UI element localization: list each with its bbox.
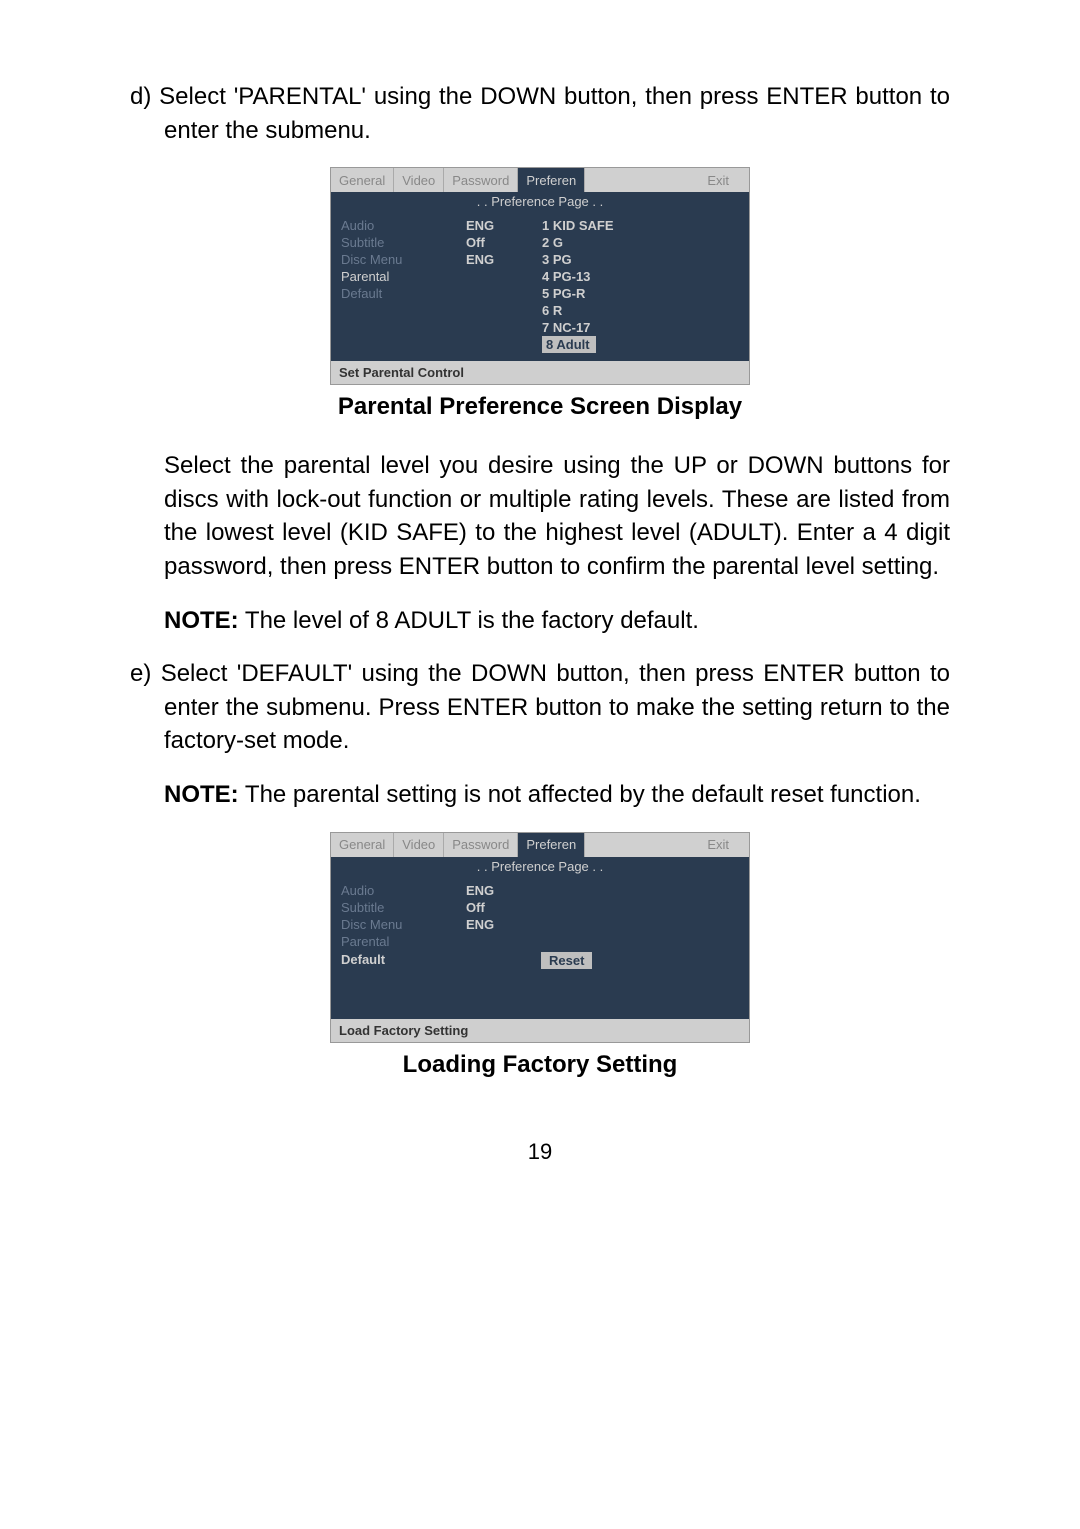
rating-1: 1 KID SAFE [542, 217, 749, 234]
menu-body-2: Audio Subtitle Disc Menu Parental ENG Of… [331, 876, 749, 952]
tab-general: General [331, 168, 394, 192]
mid2-eng2: ENG [466, 916, 536, 933]
mid-eng1: ENG [466, 217, 536, 234]
note-2: NOTE: The parental setting is not affect… [130, 778, 950, 812]
note2-text: The parental setting is not affected by … [239, 781, 921, 808]
tab2-exit: Exit [699, 833, 749, 857]
tab2-password: Password [444, 833, 518, 857]
step-d: d) Select 'PARENTAL' using the DOWN butt… [130, 80, 950, 147]
menu-mid-2: ENG Off ENG [466, 876, 536, 952]
mid2-off: Off [466, 899, 536, 916]
menu-left-2: Audio Subtitle Disc Menu Parental [331, 876, 466, 952]
menu-body-1: Audio Subtitle Disc Menu Parental Defaul… [331, 211, 749, 361]
status-bar-2: Load Factory Setting [331, 1019, 749, 1042]
tab-password: Password [444, 168, 518, 192]
rating-6: 6 R [542, 302, 749, 319]
left2-parental: Parental [341, 933, 466, 950]
tabs-row-2: General Video Password Preferen Exit [331, 833, 749, 857]
menu-right-1: 1 KID SAFE 2 G 3 PG 4 PG-13 5 PG-R 6 R 7… [536, 211, 749, 361]
screenshot-2: General Video Password Preferen Exit . .… [330, 832, 750, 1043]
tab2-general: General [331, 833, 394, 857]
step-d-text: Select 'PARENTAL' using the DOWN button,… [159, 83, 950, 144]
tabs-row-1: General Video Password Preferen Exit [331, 168, 749, 192]
left2-subtitle: Subtitle [341, 899, 466, 916]
left-audio: Audio [341, 217, 466, 234]
left-discmenu: Disc Menu [341, 251, 466, 268]
note2-label: NOTE: [164, 781, 239, 808]
tab-video: Video [394, 168, 444, 192]
left2-audio: Audio [341, 882, 466, 899]
status-bar-1: Set Parental Control [331, 361, 749, 384]
step-e-letter: e) [130, 660, 151, 687]
tab-preferen: Preferen [518, 168, 585, 192]
caption-2: Loading Factory Setting [130, 1051, 950, 1079]
left-default: Default [341, 285, 466, 302]
mid2-eng1: ENG [466, 882, 536, 899]
tab2-preferen: Preferen [518, 833, 585, 857]
rating-5: 5 PG-R [542, 285, 749, 302]
screenshot-1: General Video Password Preferen Exit . .… [330, 167, 750, 385]
menu-mid-1: ENG Off ENG [466, 211, 536, 361]
rating-3: 3 PG [542, 251, 749, 268]
screenshot-1-wrap: General Video Password Preferen Exit . .… [130, 167, 950, 385]
tab2-video: Video [394, 833, 444, 857]
menu-right-2 [536, 876, 749, 952]
subtitle-bar-1: . . Preference Page . . [331, 192, 749, 211]
step-e: e) Select 'DEFAULT' using the DOWN butto… [130, 657, 950, 758]
rating-2: 2 G [542, 234, 749, 251]
step-e-text: Select 'DEFAULT' using the DOWN button, … [161, 660, 950, 754]
mid-eng2: ENG [466, 251, 536, 268]
left-subtitle: Subtitle [341, 234, 466, 251]
step-d-letter: d) [130, 83, 151, 110]
mid-off: Off [466, 234, 536, 251]
rating-4: 4 PG-13 [542, 268, 749, 285]
rating-7: 7 NC-17 [542, 319, 749, 336]
subtitle-bar-2: . . Preference Page . . [331, 857, 749, 876]
left2-discmenu: Disc Menu [341, 916, 466, 933]
note-1: NOTE: The level of 8 ADULT is the factor… [130, 604, 950, 638]
left-parental: Parental [341, 268, 466, 285]
reset-badge: Reset [541, 952, 592, 969]
default-label: Default [331, 952, 466, 969]
caption-1: Parental Preference Screen Display [130, 393, 950, 421]
screenshot-2-wrap: General Video Password Preferen Exit . .… [130, 832, 950, 1043]
rating-8: 8 Adult [542, 336, 596, 353]
menu-left-1: Audio Subtitle Disc Menu Parental Defaul… [331, 211, 466, 361]
page-number: 19 [130, 1139, 950, 1165]
note1-label: NOTE: [164, 607, 239, 634]
para-1: Select the parental level you desire usi… [130, 449, 950, 583]
note1-text: The level of 8 ADULT is the factory defa… [239, 607, 699, 634]
default-row: Default Reset [331, 952, 749, 1019]
tab-exit: Exit [699, 168, 749, 192]
